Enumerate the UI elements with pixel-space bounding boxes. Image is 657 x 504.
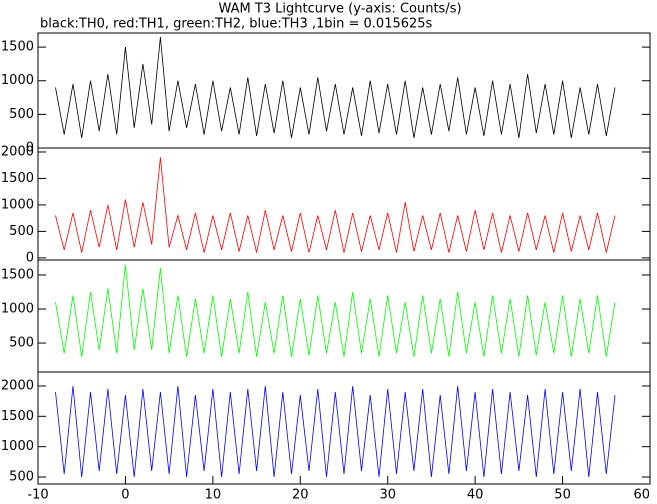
y-tick-label: 1500 (1, 409, 34, 424)
lightcurve (55, 36, 616, 138)
lightcurve (55, 385, 616, 478)
chart-title: WAM T3 Lightcurve (y-axis: Counts/s) (218, 2, 461, 17)
x-tick-label: 50 (554, 488, 571, 503)
panel-frame (37, 147, 651, 261)
y-tick-label: 2000 (1, 144, 34, 159)
y-tick-label: 2000 (1, 378, 34, 393)
y-tick-label: 1500 (1, 171, 34, 186)
x-tick-label: 20 (292, 488, 309, 503)
y-tick-label: 1000 (1, 73, 34, 88)
x-tick-label: 30 (379, 488, 396, 503)
x-tick-label: 40 (467, 488, 484, 503)
y-tick-label: 1000 (1, 197, 34, 212)
y-tick-label: 500 (9, 107, 34, 122)
lightcurve (55, 264, 616, 357)
y-tick-label: 0 (26, 250, 34, 265)
x-tick-label: 10 (205, 488, 222, 503)
y-tick-label: 1000 (1, 439, 34, 454)
panel-frame (37, 371, 651, 485)
lightcurve (55, 157, 616, 253)
y-tick-label: 1500 (1, 40, 34, 55)
y-tick-label: 0 (26, 141, 34, 156)
x-tick-label: 0 (121, 488, 129, 503)
y-tick-label: 500 (9, 336, 34, 351)
y-tick-label: 1000 (1, 302, 34, 317)
y-tick-label: 500 (9, 224, 34, 239)
y-tick-label: 1500 (1, 267, 34, 282)
x-tick-label: -10 (27, 488, 48, 503)
x-tick-label: 60 (633, 488, 650, 503)
chart-subtitle: black:TH0, red:TH1, green:TH2, blue:TH3 … (40, 17, 433, 32)
y-tick-label: 500 (9, 470, 34, 485)
